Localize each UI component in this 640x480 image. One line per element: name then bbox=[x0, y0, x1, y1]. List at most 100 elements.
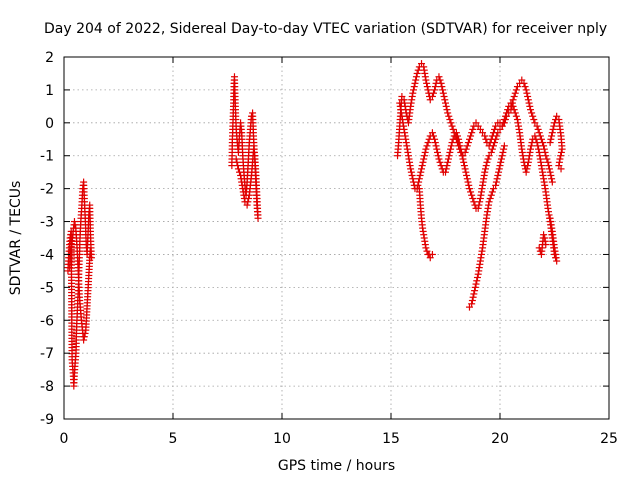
data-point bbox=[549, 125, 557, 133]
data-point bbox=[444, 155, 452, 163]
data-point bbox=[529, 112, 537, 120]
data-point bbox=[455, 135, 463, 143]
data-point bbox=[430, 89, 438, 97]
data-point bbox=[474, 204, 482, 212]
data-point bbox=[439, 89, 447, 97]
data-point bbox=[543, 155, 551, 163]
data-point bbox=[520, 79, 528, 87]
data-point bbox=[471, 287, 479, 295]
data-point bbox=[522, 168, 530, 176]
y-tick-label: -9 bbox=[40, 412, 54, 428]
data-point bbox=[415, 175, 423, 183]
data-point bbox=[546, 214, 554, 222]
data-point bbox=[497, 158, 505, 166]
data-point bbox=[436, 76, 444, 84]
data-point bbox=[445, 152, 453, 160]
data-point bbox=[67, 244, 75, 252]
data-point bbox=[527, 106, 535, 114]
data-point bbox=[448, 139, 456, 147]
data-point bbox=[431, 86, 439, 94]
data-point bbox=[408, 171, 416, 179]
data-point bbox=[444, 158, 452, 166]
data-point bbox=[523, 165, 531, 173]
data-point bbox=[521, 83, 529, 91]
data-point bbox=[420, 152, 428, 160]
data-point bbox=[550, 122, 558, 130]
data-point bbox=[68, 241, 76, 249]
data-point bbox=[501, 112, 509, 120]
data-point bbox=[547, 135, 555, 143]
data-point bbox=[473, 273, 481, 281]
data-point bbox=[535, 145, 543, 153]
data-point bbox=[417, 168, 425, 176]
data-point bbox=[469, 293, 477, 301]
data-point bbox=[431, 139, 439, 147]
data-point bbox=[424, 86, 432, 94]
data-point bbox=[430, 132, 438, 140]
data-point bbox=[500, 142, 508, 150]
data-point bbox=[557, 148, 565, 156]
x-axis-title: GPS time / hours bbox=[278, 458, 395, 474]
data-point bbox=[440, 92, 448, 100]
data-point bbox=[510, 92, 518, 100]
y-tick-label: -5 bbox=[40, 280, 54, 296]
data-point bbox=[523, 89, 531, 97]
data-point bbox=[464, 139, 472, 147]
data-point bbox=[66, 264, 74, 272]
data-point bbox=[446, 148, 454, 156]
y-tick-label: -4 bbox=[40, 247, 54, 263]
data-point bbox=[459, 155, 467, 163]
data-point bbox=[457, 148, 465, 156]
x-tick-label: 0 bbox=[60, 431, 69, 447]
data-point bbox=[548, 132, 556, 140]
data-point bbox=[452, 129, 460, 137]
data-point bbox=[237, 171, 245, 179]
data-point bbox=[234, 165, 242, 173]
data-point bbox=[534, 142, 542, 150]
data-point bbox=[413, 69, 421, 77]
data-point bbox=[442, 99, 449, 107]
x-tick-labels: 0 5 10 15 20 25 bbox=[60, 431, 618, 447]
data-point bbox=[463, 142, 471, 150]
data-point bbox=[411, 79, 419, 87]
data-point bbox=[416, 171, 424, 179]
data-point bbox=[524, 96, 532, 104]
data-point bbox=[449, 125, 457, 133]
data-point bbox=[438, 83, 446, 91]
data-point bbox=[418, 165, 426, 173]
data-point bbox=[461, 165, 469, 173]
data-point bbox=[418, 162, 426, 170]
data-point bbox=[548, 178, 556, 186]
data-point bbox=[510, 106, 518, 114]
data-point bbox=[422, 145, 430, 153]
data-point bbox=[409, 175, 417, 183]
data-point bbox=[511, 109, 519, 117]
data-point bbox=[533, 139, 541, 147]
data-point bbox=[542, 241, 550, 249]
tick-layer bbox=[63, 56, 610, 420]
data-point bbox=[464, 178, 472, 186]
data-point bbox=[542, 152, 550, 160]
data-point bbox=[492, 181, 500, 189]
points-layer bbox=[64, 60, 566, 390]
data-point bbox=[532, 135, 540, 143]
data-point bbox=[414, 181, 422, 189]
data-point bbox=[534, 125, 542, 133]
data-point bbox=[527, 145, 535, 153]
data-point bbox=[447, 119, 455, 127]
data-point bbox=[442, 102, 450, 110]
data-point bbox=[455, 139, 463, 147]
data-point bbox=[486, 195, 494, 203]
y-tick-label: -1 bbox=[40, 149, 54, 165]
data-point bbox=[456, 142, 464, 150]
data-point bbox=[470, 290, 478, 298]
data-point bbox=[468, 300, 476, 308]
data-point bbox=[496, 162, 504, 170]
data-point bbox=[557, 165, 565, 173]
data-point bbox=[468, 297, 476, 305]
data-point bbox=[448, 122, 456, 130]
data-point bbox=[487, 191, 495, 199]
data-point bbox=[410, 86, 418, 94]
data-point bbox=[233, 158, 241, 166]
